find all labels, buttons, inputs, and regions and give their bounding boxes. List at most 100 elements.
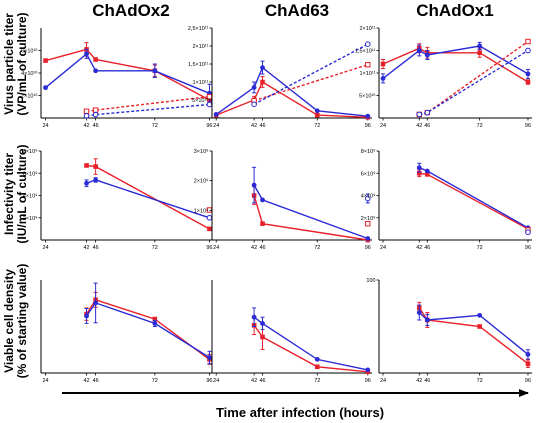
data-point: [92, 111, 99, 118]
series-blue-points: [525, 229, 531, 236]
data-point: [206, 214, 213, 221]
x-tick-label: 46: [424, 378, 430, 384]
x-tick-label: 72: [152, 378, 158, 384]
series-line: [253, 324, 368, 373]
x-tick-label: 24: [380, 123, 386, 129]
x-tick-label: 42: [83, 123, 89, 129]
data-point: [251, 182, 257, 188]
y-tick-label: 1×10¹¹: [359, 71, 375, 77]
series-line: [45, 48, 210, 101]
x-tick-label: 96: [206, 123, 212, 129]
x-tick-label: 46: [424, 123, 430, 129]
series-line: [86, 103, 210, 117]
data-point: [314, 108, 320, 114]
x-tick-label: 46: [259, 378, 265, 384]
x-tick-label: 96: [365, 245, 371, 251]
row-label-1: Virus particle titer (VP/mL of culture): [2, 12, 29, 115]
x-tick-label: 96: [525, 123, 531, 129]
panel-5: 24 42 46 72 96 1×10⁹ 2×10⁹ 3×10⁹: [194, 148, 372, 251]
y-tick-label: 5×10¹⁰: [359, 93, 376, 100]
data-point: [207, 226, 212, 232]
data-point: [424, 168, 430, 174]
series-line: [253, 43, 369, 105]
x-axis-title: Time after infection (hours): [216, 405, 384, 420]
x-tick-label: 72: [314, 378, 320, 384]
series-line: [418, 307, 529, 365]
y-tick-label: 6×10¹⁰: [21, 48, 38, 55]
row-label-2-line-2: (IU/mL of culture): [15, 144, 29, 243]
y-tick-label: 4×10⁹: [23, 193, 38, 200]
series-red-solid: [84, 158, 212, 232]
data-point: [365, 236, 371, 241]
data-point: [477, 50, 482, 56]
data-point: [525, 71, 531, 77]
panel-8: 24 42 46 72 96: [211, 280, 372, 384]
data-point: [477, 324, 482, 329]
data-point: [416, 165, 422, 171]
series-line: [86, 179, 210, 219]
x-tick-label: 42: [83, 245, 89, 251]
y-tick-label: 100: [366, 278, 375, 284]
x-tick-label: 24: [42, 245, 48, 251]
x-tick-label: 24: [380, 245, 386, 251]
x-tick-label: 96: [365, 123, 371, 129]
data-point: [93, 164, 98, 169]
x-tick-label: 72: [314, 123, 320, 129]
x-tick-label: 42: [416, 123, 422, 129]
data-point: [365, 367, 371, 373]
series-red-solid: [416, 301, 531, 368]
y-tick-label: 8×10⁹: [23, 148, 38, 155]
data-point: [93, 57, 98, 62]
x-tick-label: 72: [477, 245, 483, 251]
y-tick-label: 5×10¹⁰: [192, 97, 209, 104]
data-point: [83, 112, 90, 119]
x-tick-label: 24: [213, 378, 219, 384]
x-tick-label: 96: [525, 245, 531, 251]
data-point: [43, 85, 48, 91]
series-line: [253, 316, 368, 371]
x-tick-label: 42: [251, 123, 257, 129]
panel-9: 24 42 46 72 96 100: [366, 278, 532, 384]
x-tick-label: 72: [152, 123, 158, 129]
series-blue-solid: [84, 282, 212, 365]
series-line: [85, 302, 210, 359]
x-tick-label: 72: [314, 245, 320, 251]
series-red-solid: [251, 315, 371, 375]
x-tick-label: 46: [424, 245, 430, 251]
series-blue-dashed: [416, 47, 531, 118]
x-tick-label: 46: [93, 378, 99, 384]
data-point: [84, 313, 89, 319]
series-red-solid: [43, 42, 212, 105]
data-point: [525, 47, 531, 54]
series-blue-dashed: [251, 41, 371, 108]
y-tick-label: 2×10¹¹: [359, 26, 375, 32]
y-tick-label: 6×10⁹: [361, 170, 376, 177]
data-point: [525, 352, 531, 357]
x-tick-label: 96: [365, 378, 371, 384]
data-point: [365, 62, 371, 68]
x-tick-label: 96: [525, 378, 531, 384]
data-point: [380, 76, 386, 81]
x-tick-label: 46: [93, 123, 99, 129]
data-point: [424, 109, 431, 116]
y-tick-label: 1,5×10¹¹: [188, 62, 209, 68]
data-point: [416, 48, 422, 53]
data-point: [152, 321, 158, 326]
series-line: [419, 172, 529, 230]
data-point: [84, 163, 89, 168]
x-tick-label: 46: [259, 123, 265, 129]
series-blue-solid: [251, 307, 371, 373]
data-point: [260, 65, 265, 70]
data-point: [416, 310, 422, 315]
data-point: [152, 316, 158, 322]
panel-3: 24 42 46 72 96 5×10¹⁰ 1×10¹¹ 1,5×10¹¹ 2×10¹¹: [355, 26, 532, 129]
y-tick-label: 2×10¹⁰: [21, 93, 38, 100]
data-point: [93, 300, 99, 306]
row-label-2: Infectivity titer (IU/mL of culture): [2, 144, 29, 243]
panel-4: 24 42 46 72 96 2×10⁹ 4×10⁹ 6×10⁹ 8×10⁹: [23, 148, 214, 251]
y-tick-label: 3×10⁹: [194, 148, 209, 155]
data-point: [84, 51, 89, 57]
data-point: [92, 107, 99, 113]
data-point: [424, 317, 430, 323]
